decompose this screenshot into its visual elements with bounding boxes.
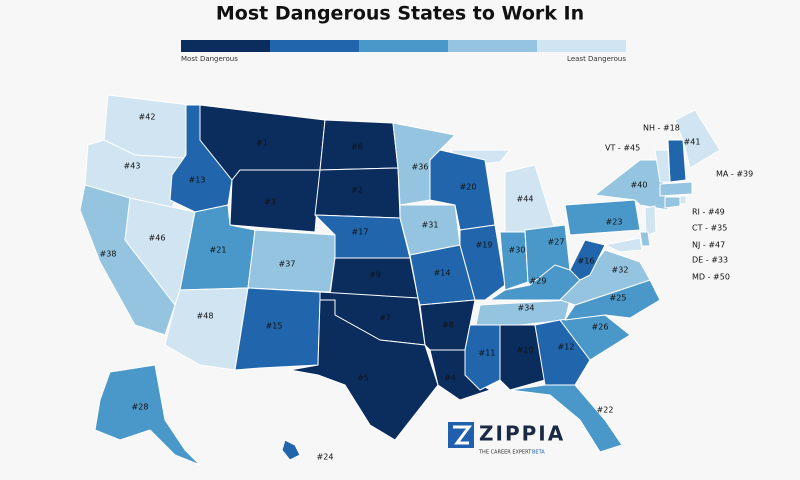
state-label: #21	[210, 246, 227, 255]
callout-label: MA - #39	[716, 170, 753, 179]
state	[639, 231, 651, 247]
state-labels: #42 #43 #38 #46 #13 #1 #3 #21 #48 #37 #15 #6 #2 #17 #9…	[100, 113, 701, 462]
state	[164, 287, 249, 371]
state	[604, 237, 643, 253]
state	[534, 319, 591, 386]
state	[429, 149, 496, 231]
state-label: #25	[610, 294, 627, 303]
state-label: #28	[132, 403, 149, 412]
state-label: #1	[256, 139, 268, 148]
callout-label: CT - #35	[692, 224, 727, 233]
state	[664, 196, 681, 209]
state-label: #48	[197, 312, 214, 321]
title: Most Dangerous States to Work In	[216, 3, 584, 25]
state	[594, 159, 669, 211]
logo-tagline: THE CAREER EXPERT	[478, 450, 532, 456]
callout-label: VT - #45	[605, 144, 640, 153]
state-label: #9	[369, 271, 381, 280]
callout-label: NH - #18	[643, 124, 680, 133]
state-label: #36	[412, 163, 429, 172]
legend-swatch	[359, 40, 448, 52]
state-label: #19	[476, 241, 493, 250]
state-label: #12	[558, 343, 575, 352]
state-label: #2	[351, 186, 363, 195]
state	[509, 384, 623, 453]
logo-name: ZIPPIA	[479, 422, 565, 446]
logo-badge: BETA	[532, 450, 545, 456]
state-label: #5	[357, 374, 369, 383]
legend-swatch	[448, 40, 537, 52]
state	[459, 224, 506, 301]
states	[79, 94, 721, 466]
callout-label: NJ - #47	[692, 241, 725, 250]
state	[644, 205, 657, 237]
state-label: #37	[279, 260, 296, 269]
state-label: #44	[517, 195, 534, 204]
state	[659, 181, 693, 197]
state	[569, 239, 606, 281]
legend-high: Least Dangerous	[567, 55, 626, 63]
state-label: #11	[479, 349, 496, 358]
state	[679, 195, 687, 205]
state-label: #26	[592, 323, 609, 332]
state-label: #41	[684, 138, 701, 147]
state	[281, 439, 301, 461]
state-label: #30	[509, 246, 526, 255]
callouts: NH - #18 VT - #45 MA - #39 RI - #49 CT - #35…	[605, 124, 753, 282]
state-label: #24	[317, 453, 334, 462]
state	[464, 324, 501, 391]
state-label: #20	[460, 183, 477, 192]
state	[499, 324, 546, 391]
legend-swatch	[537, 40, 626, 52]
state-label: #8	[442, 321, 454, 330]
state	[674, 109, 721, 169]
callout-label: MD - #50	[692, 273, 730, 282]
legend-low: Most Dangerous	[181, 55, 238, 63]
state	[229, 169, 321, 233]
legend: Most Dangerous Least Dangerous	[181, 40, 626, 63]
state-label: #4	[444, 374, 456, 383]
state-label: #7	[379, 314, 391, 323]
legend-swatch	[181, 40, 270, 52]
logo: ZIPPIA THE CAREER EXPERT BETA	[448, 422, 565, 456]
state-label: #22	[597, 406, 614, 415]
state	[654, 149, 671, 183]
state-label: #38	[100, 250, 117, 259]
state	[564, 199, 641, 236]
legend-swatch	[270, 40, 359, 52]
state-label: #16	[578, 257, 595, 266]
state	[94, 364, 201, 466]
state-label: #43	[124, 162, 141, 171]
state-label: #10	[517, 346, 534, 355]
state-label: #15	[266, 322, 283, 331]
callout-label: RI - #49	[692, 208, 725, 217]
state	[289, 299, 439, 441]
state-label: #14	[434, 269, 451, 278]
state-label: #23	[606, 218, 623, 227]
state-label: #6	[351, 143, 363, 152]
callout-label: DE - #33	[692, 256, 728, 265]
state-label: #27	[548, 238, 565, 247]
state-label: #17	[352, 228, 369, 237]
state-label: #40	[631, 181, 648, 190]
state-label: #31	[422, 221, 439, 230]
state-label: #46	[149, 234, 166, 243]
logo-mark	[453, 425, 472, 445]
state-label: #32	[612, 266, 629, 275]
state-label: #42	[139, 113, 156, 122]
state-label: #3	[264, 198, 276, 207]
state-label: #34	[518, 304, 535, 313]
state-label: #29	[530, 277, 547, 286]
state-label: #13	[189, 176, 206, 185]
state	[499, 231, 529, 291]
